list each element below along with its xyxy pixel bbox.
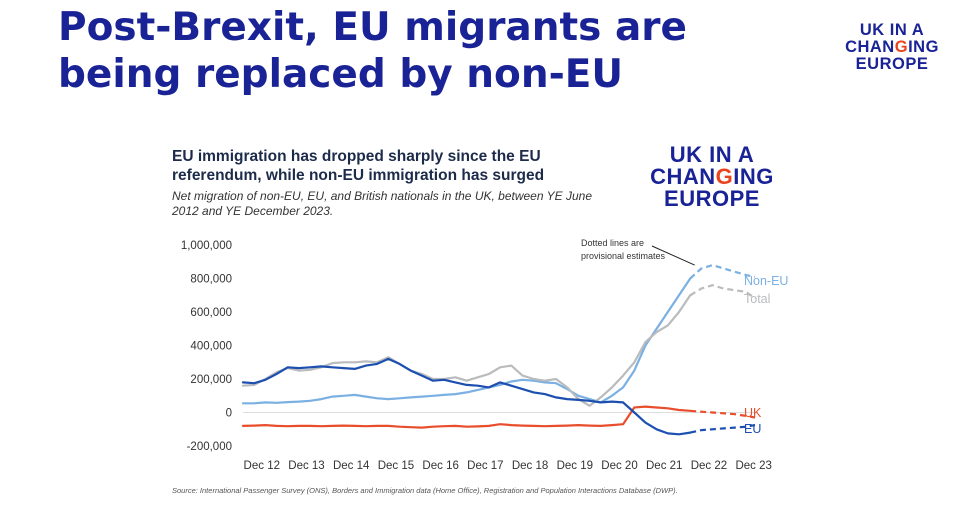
slide-title: Post-Brexit, EU migrants are being repla… [58, 4, 758, 98]
y-tick-label: 800,000 [190, 274, 232, 286]
series-line-eu-provisional [689, 424, 756, 434]
annotation-line-1: Dotted lines are [581, 238, 644, 248]
x-tick-label: Dec 12 [244, 460, 280, 472]
chart-title: EU immigration has dropped sharply since… [172, 147, 632, 185]
series-line-non-eu [241, 277, 692, 405]
chart-subtitle-line-2: 2012 and YE December 2023. [172, 204, 334, 218]
chart-title-line-2: referendum, while non-EU immigration has… [172, 167, 545, 184]
x-tick-label: Dec 23 [735, 460, 771, 472]
series-labels: Non-EU Total UK EU [744, 274, 788, 436]
chart-subtitle: Net migration of non-EU, EU, and British… [172, 189, 622, 219]
annotation-pointer [651, 245, 695, 266]
series-label-non-eu: Non-EU [744, 274, 788, 288]
chart-logo-line-2: CHANGING [632, 166, 792, 188]
chart-logo-line-1: UK IN A [669, 142, 755, 167]
logo-line-2: CHANGING [832, 39, 952, 56]
x-tick-label: Dec 16 [422, 460, 458, 472]
series-lines [241, 264, 756, 436]
chart-logo-accent-letter: G [715, 164, 734, 189]
x-tick-label: Dec 22 [691, 460, 727, 472]
x-tick-label: Dec 17 [467, 460, 503, 472]
uk-in-a-changing-europe-logo: UK IN A CHANGING EUROPE [832, 22, 952, 73]
series-label-eu: EU [744, 422, 761, 436]
logo-line-1: UK IN A [859, 21, 925, 39]
provisional-annotation: Dotted lines are provisional estimates [581, 238, 695, 266]
y-tick-label: 0 [226, 408, 232, 420]
y-tick-label: 200,000 [190, 374, 232, 386]
chart-logo-line-2-part-2: ING [733, 164, 774, 189]
annotation-line-2: provisional estimates [581, 251, 666, 261]
chart-logo: UK IN A CHANGING EUROPE [632, 144, 792, 210]
series-line-uk [241, 405, 692, 429]
series-line-uk-provisional [690, 409, 756, 419]
x-tick-label: Dec 14 [333, 460, 370, 472]
chart-subtitle-line-1: Net migration of non-EU, EU, and British… [172, 189, 593, 203]
y-tick-label: 600,000 [190, 307, 232, 319]
x-tick-label: Dec 18 [512, 460, 548, 472]
y-tick-label: 400,000 [190, 341, 232, 353]
y-tick-label: 1,000,000 [181, 240, 232, 252]
chart-logo-line-2-part-1: CHAN [650, 164, 716, 189]
series-label-total: Total [744, 292, 770, 306]
chart-logo-line-3: EUROPE [664, 186, 760, 211]
logo-line-2-part-2: ING [908, 38, 939, 56]
logo-line-2-part-1: CHAN [845, 38, 895, 56]
x-tick-label: Dec 21 [646, 460, 682, 472]
x-tick-label: Dec 15 [378, 460, 414, 472]
y-tick-label: -200,000 [187, 441, 232, 453]
logo-line-3: EUROPE [855, 55, 929, 73]
x-axis-ticks: Dec 12 Dec 13 Dec 14 Dec 15 Dec 16 Dec 17 Dec … [244, 460, 772, 472]
series-line-eu [241, 357, 692, 436]
series-line-total-provisional [689, 284, 756, 300]
series-line-non-eu-provisional [689, 264, 756, 280]
series-line-total [241, 294, 692, 407]
chart-source-note: Source: International Passenger Survey (… [172, 486, 678, 495]
logo-accent-letter: G [894, 38, 909, 56]
y-axis-ticks: -200,000 0 200,000 400,000 600,000 800,000 1,0… [181, 240, 232, 453]
x-tick-label: Dec 13 [288, 460, 324, 472]
slide-title-line-2: being replaced by non-EU [58, 52, 624, 97]
chart-title-line-1: EU immigration has dropped sharply since… [172, 148, 541, 165]
x-tick-label: Dec 20 [601, 460, 637, 472]
series-label-uk: UK [744, 406, 762, 420]
x-tick-label: Dec 19 [557, 460, 593, 472]
slide-title-line-1: Post-Brexit, EU migrants are [58, 5, 687, 50]
